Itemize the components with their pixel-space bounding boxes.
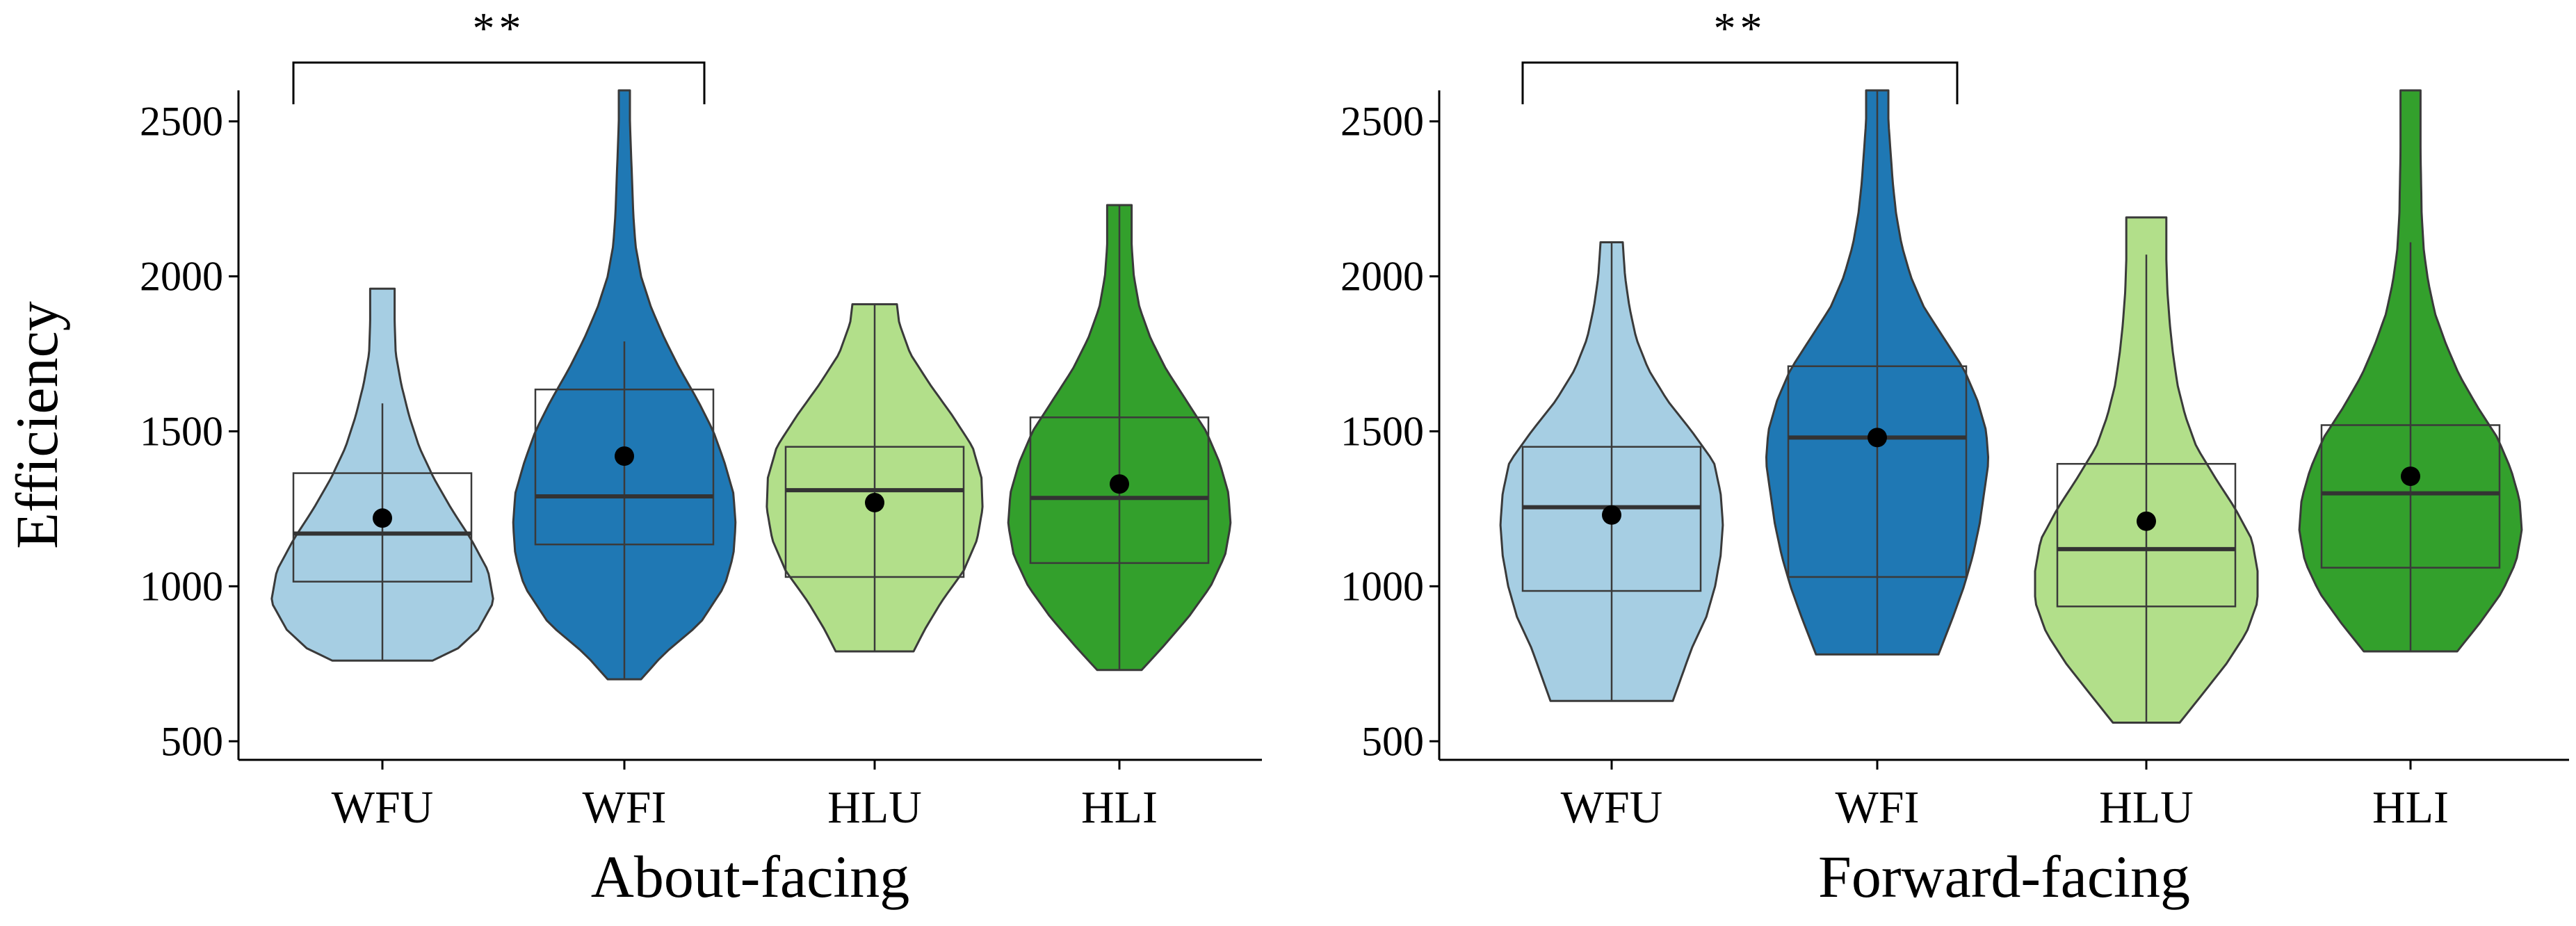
iqr-box	[1787, 365, 1968, 578]
violin-hlu	[765, 303, 984, 653]
significance-label: **	[1714, 3, 1767, 53]
y-tick-label: 1000	[140, 563, 223, 609]
mean-point	[615, 446, 634, 466]
x-tick-label: WFI	[583, 782, 667, 833]
x-tick-label: HLU	[827, 782, 922, 833]
y-tick-label: 1000	[1340, 563, 1424, 609]
significance-label: **	[473, 3, 526, 53]
y-tick-label: 2000	[140, 254, 223, 300]
violin-wfu	[270, 287, 494, 662]
y-tick-label: 2000	[1340, 254, 1424, 300]
y-tick-label: 1500	[1340, 408, 1424, 454]
x-tick-label: WFU	[332, 782, 434, 833]
x-axis-label: About-facing	[591, 843, 910, 910]
violin-hli	[1007, 204, 1232, 672]
iqr-box	[784, 446, 965, 578]
violin-hli	[2298, 89, 2523, 653]
x-tick-label: WFI	[1836, 782, 1920, 833]
y-tick-label: 500	[1361, 718, 1424, 764]
x-tick-label: HLI	[2372, 782, 2449, 833]
iqr-box	[1521, 446, 1702, 592]
mean-point	[2137, 511, 2156, 531]
panel-1: 500 1000 1500 2000 2500 WFU WFI HLU HLI About-fac…	[140, 3, 1262, 910]
mean-point	[865, 492, 884, 512]
x-axis-label: Forward-facing	[1818, 843, 2190, 910]
mean-point	[373, 508, 392, 528]
mean-point	[1110, 474, 1129, 494]
mean-point	[1602, 505, 1621, 525]
y-tick-label: 1500	[140, 408, 223, 454]
iqr-box	[1029, 416, 1210, 564]
iqr-box	[292, 472, 473, 583]
x-tick-label: HLI	[1081, 782, 1158, 833]
significance-bracket	[292, 61, 706, 104]
y-axis-label: Efficiency	[3, 301, 70, 549]
y-tick-label: 500	[161, 718, 223, 764]
panel-2: 500 1000 1500 2000 2500 WFU WFI HLU HLI Forward-f…	[1340, 3, 2569, 910]
iqr-box	[534, 388, 715, 546]
y-tick-label: 2500	[1340, 99, 1424, 145]
violin-wfi	[512, 89, 737, 681]
mean-point	[2401, 466, 2420, 487]
violin-wfu	[1499, 241, 1724, 702]
violin-wfi	[1765, 89, 1989, 656]
iqr-box	[2056, 462, 2237, 608]
violin-hlu	[2034, 216, 2259, 724]
mean-point	[1868, 428, 1887, 448]
x-tick-label: WFU	[1561, 782, 1663, 833]
y-tick-label: 2500	[140, 99, 223, 145]
significance-bracket	[1521, 61, 1959, 104]
x-tick-label: HLU	[2099, 782, 2194, 833]
iqr-box	[2320, 424, 2501, 569]
